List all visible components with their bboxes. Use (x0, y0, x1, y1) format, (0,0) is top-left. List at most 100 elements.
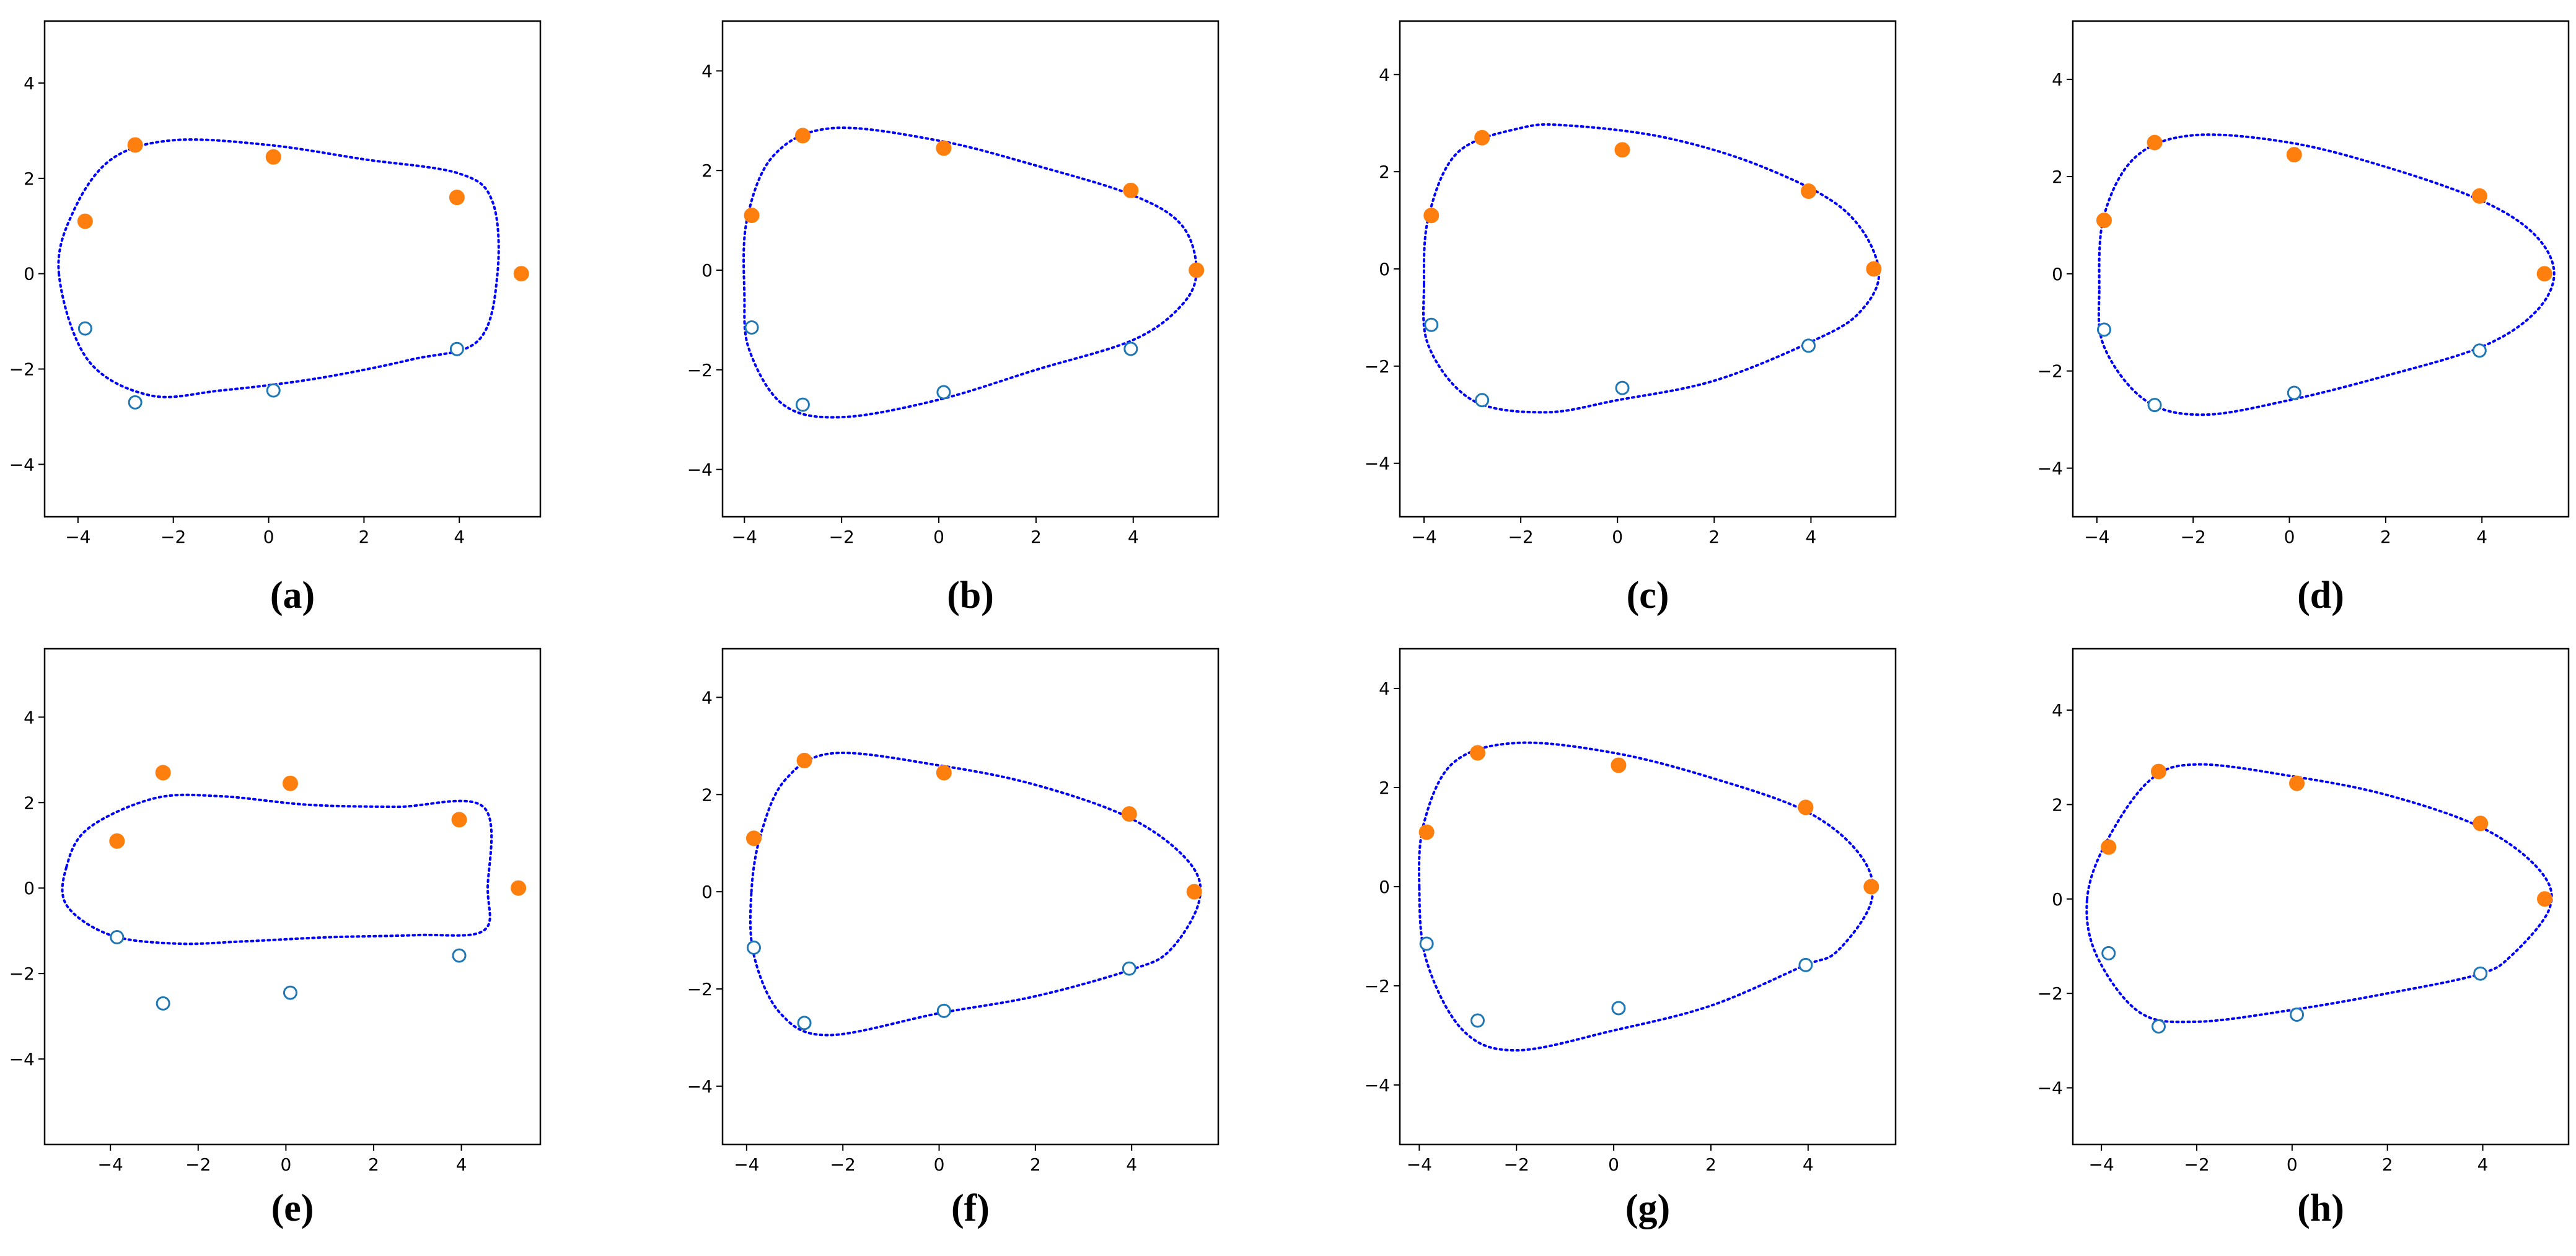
scatter-point (1423, 208, 1440, 224)
x-tick-label: 4 (2477, 1154, 2489, 1175)
x-tick-label: 4 (456, 1154, 467, 1175)
scatter-point (155, 765, 171, 781)
x-tick-label: −2 (1508, 527, 1533, 547)
boundary-curve (1418, 741, 1875, 1052)
scatter-point (1424, 317, 1439, 332)
y-tick-label: 0 (24, 264, 35, 284)
x-tick-label: −4 (1411, 527, 1436, 547)
scatter-point (2286, 147, 2302, 163)
y-tick-label: 0 (24, 878, 35, 898)
y-tick-label: −2 (9, 359, 35, 380)
caption: (d) (2297, 574, 2344, 617)
x-tick-label: −4 (2089, 1154, 2114, 1175)
axes-frame (721, 648, 1220, 1146)
caption: (c) (1627, 574, 1669, 617)
scatter-point (449, 341, 464, 356)
scatter-point (936, 385, 951, 400)
y-tick-label: 4 (2052, 700, 2063, 721)
y-tick-label: −2 (9, 964, 35, 984)
scatter-point (1798, 799, 1814, 815)
y-tick-label: 4 (701, 687, 713, 708)
x-tick-label: −2 (830, 1154, 856, 1175)
y-tick-label: −2 (2038, 983, 2063, 1004)
caption: (b) (947, 574, 994, 617)
caption: (a) (270, 574, 315, 617)
scatter-point (1474, 130, 1490, 146)
scatter-point (2150, 763, 2166, 780)
scatter-point (2471, 188, 2487, 204)
scatter-point (2096, 213, 2112, 229)
subplot: −4 −2 0 2 4 −4 −2 0 2 4 (a) (9, 20, 542, 617)
scatter-point (2472, 343, 2487, 358)
scatter-point (2147, 134, 2163, 151)
scatter-point (110, 930, 125, 945)
y-tick-label: −4 (1365, 1075, 1390, 1096)
axes-frame (43, 648, 542, 1146)
scatter-point (1801, 183, 1817, 200)
y-tick-label: −4 (9, 1049, 35, 1069)
y-tick-label: −4 (2038, 459, 2063, 479)
x-tick-label: 0 (2287, 1154, 2298, 1175)
y-tick-label: −2 (1365, 356, 1390, 377)
boundary-curve (57, 138, 500, 398)
y-tick-label: 2 (701, 784, 713, 805)
x-tick-label: −2 (1504, 1154, 1529, 1175)
scatter-point (128, 395, 143, 410)
scatter-point (1615, 380, 1630, 395)
boundary-curve (1422, 123, 1881, 414)
y-tick-label: 4 (1379, 64, 1390, 85)
subplot: −4 −2 0 2 4 −4 −2 0 2 4 (c) (1365, 20, 1897, 617)
x-tick-label: 2 (1031, 527, 1042, 547)
y-tick-label: 2 (2052, 167, 2063, 187)
subplot: −4 −2 0 2 4 −4 −2 0 2 4 (g) (1365, 648, 1897, 1229)
scatter-point (1123, 341, 1138, 356)
y-tick-label: 2 (24, 169, 35, 189)
scatter-point (2536, 266, 2552, 282)
scatter-point (2290, 1007, 2305, 1022)
axes-frame (43, 20, 542, 518)
y-tick-label: 4 (701, 61, 713, 81)
subplot: −4 −2 0 2 4 −4 −2 0 2 4 (f) (687, 648, 1220, 1229)
caption: (e) (271, 1187, 314, 1229)
x-tick-label: 0 (2284, 527, 2295, 547)
axes-frame (2072, 648, 2570, 1146)
x-tick-label: 4 (1126, 1154, 1137, 1175)
x-tick-label: −2 (2184, 1154, 2209, 1175)
x-tick-label: 0 (934, 1154, 945, 1175)
scatter-point (744, 208, 760, 224)
x-tick-label: 2 (1705, 1154, 1717, 1175)
scatter-point (452, 948, 467, 963)
x-tick-label: −2 (829, 527, 855, 547)
x-tick-label: 4 (1803, 1154, 1814, 1175)
x-tick-label: 0 (1608, 1154, 1619, 1175)
scatter-point (1189, 262, 1205, 278)
caption: (f) (951, 1187, 990, 1229)
scatter-point (745, 830, 762, 846)
x-tick-label: 0 (280, 1154, 291, 1175)
subplot: −4 −2 0 2 4 −4 −2 0 2 4 (b) (687, 20, 1220, 617)
x-tick-label: −2 (2181, 527, 2206, 547)
x-tick-label: 2 (1708, 527, 1720, 547)
scatter-point (1418, 824, 1435, 840)
y-tick-label: 2 (24, 793, 35, 813)
x-tick-label: 4 (454, 527, 465, 547)
scatter-point (156, 996, 170, 1011)
caption: (g) (1625, 1187, 1670, 1229)
y-tick-label: −4 (1365, 454, 1390, 474)
y-tick-label: −4 (9, 454, 35, 475)
scatter-point (2096, 322, 2111, 337)
scatter-point (1470, 1013, 1485, 1028)
x-tick-label: 0 (933, 527, 944, 547)
scatter-point (1801, 338, 1816, 353)
y-tick-label: −2 (2038, 361, 2063, 382)
scatter-point (746, 940, 761, 955)
scatter-point (1475, 393, 1490, 408)
scatter-point (936, 1003, 951, 1018)
boundary-curve (61, 793, 493, 946)
axes-frame (721, 20, 1220, 518)
scatter-point (1863, 879, 1879, 895)
y-tick-label: −2 (687, 979, 713, 999)
scatter-point (265, 149, 281, 165)
x-tick-label: 2 (2382, 1154, 2393, 1175)
scatter-point (2101, 946, 2116, 960)
